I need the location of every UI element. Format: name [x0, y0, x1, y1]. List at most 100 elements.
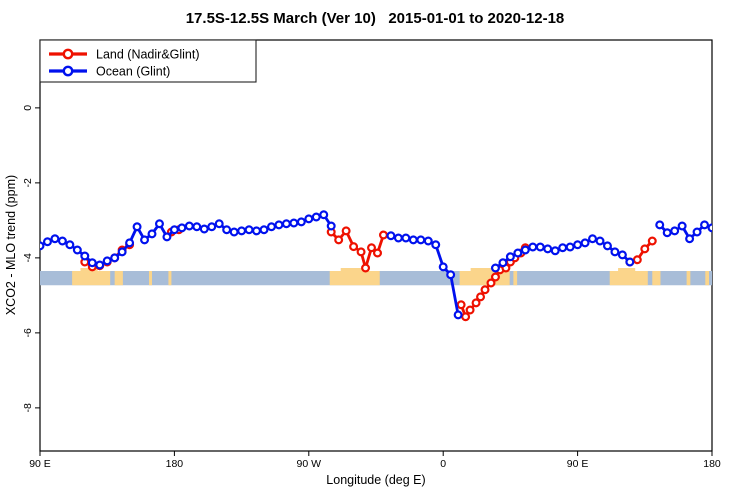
ocean-point: [685, 234, 695, 244]
ocean-point: [550, 246, 560, 256]
ocean-point: [177, 223, 187, 233]
ocean-point: [132, 222, 142, 232]
ocean-point: [304, 214, 314, 224]
ocean-point: [393, 233, 403, 243]
ocean-point: [453, 310, 463, 320]
land-point: [372, 248, 382, 258]
legend-entry-land: Land (Nadir&Glint): [49, 48, 200, 62]
series-layer: [40, 210, 712, 322]
map-band-land: [686, 271, 691, 286]
ocean-point: [207, 222, 217, 232]
map-band-land: [513, 271, 518, 286]
ocean-point: [558, 243, 568, 253]
ocean-point: [595, 236, 605, 246]
x-tick-label: 180: [703, 458, 721, 470]
ocean-legend-point-icon: [62, 65, 74, 77]
x-tick-label: 0: [440, 458, 446, 470]
ocean-point: [438, 262, 448, 272]
legend: Land (Nadir&Glint) Ocean (Glint): [39, 39, 257, 83]
ocean-point: [498, 258, 508, 268]
chart-title: 17.5S-12.5S March (Ver 10) 2015-01-01 to…: [185, 10, 565, 27]
ocean-point: [528, 242, 538, 252]
ocean-point: [259, 225, 269, 235]
ocean-point: [40, 241, 45, 251]
ocean-point: [565, 242, 575, 252]
land-point: [476, 292, 486, 302]
land-point: [480, 285, 490, 295]
land-point: [456, 300, 466, 310]
ocean-point: [110, 253, 120, 263]
ocean-point: [513, 248, 523, 258]
map-band-land: [705, 271, 710, 286]
ocean-point: [520, 245, 530, 255]
ocean-point: [125, 238, 135, 248]
legend-label-land: Land (Nadir&Glint): [96, 48, 200, 62]
ocean-point: [95, 260, 105, 270]
land-point: [349, 242, 359, 252]
ocean-point: [602, 241, 612, 251]
land-point: [461, 312, 471, 322]
ocean-point: [573, 240, 583, 250]
ocean-point: [87, 258, 97, 268]
ocean-point: [244, 225, 254, 235]
ocean-point: [252, 226, 262, 236]
ocean-point: [72, 245, 82, 255]
ocean-point: [692, 227, 702, 237]
map-band-land: [618, 268, 636, 272]
ocean-point: [57, 236, 67, 246]
ocean-point: [670, 226, 680, 236]
land-point: [367, 243, 377, 253]
ocean-point: [192, 222, 202, 232]
land-point: [471, 298, 481, 308]
ocean-point: [543, 244, 553, 254]
ocean-point: [423, 236, 433, 246]
ocean-point: [617, 250, 627, 260]
ocean-point: [677, 221, 687, 231]
ocean-point: [289, 218, 299, 228]
ocean-point: [700, 220, 710, 230]
map-band-land: [470, 268, 494, 272]
ocean-point: [80, 251, 90, 261]
y-tick-label: -8: [22, 403, 34, 412]
ocean-point: [408, 235, 418, 245]
x-tick-label: 90 E: [567, 458, 589, 470]
y-axis-title: XCO2 - MLO trend (ppm): [4, 175, 18, 315]
ocean-point: [154, 219, 164, 229]
map-band-land: [149, 271, 152, 286]
ocean-point: [431, 240, 441, 250]
map-band-land: [168, 271, 172, 286]
land-point: [356, 247, 366, 257]
land-point: [640, 244, 650, 254]
ocean-point: [296, 217, 306, 227]
land-point: [486, 278, 496, 288]
ocean-point: [222, 225, 232, 235]
ocean-point: [102, 256, 112, 266]
land-point: [647, 236, 657, 246]
map-band-land: [652, 271, 661, 286]
ocean-point: [184, 221, 194, 231]
land-point: [632, 255, 642, 265]
legend-entry-ocean: Ocean (Glint): [49, 65, 170, 79]
ocean-point: [281, 219, 291, 229]
y-tick-label: -2: [22, 178, 34, 187]
ocean-point: [147, 229, 157, 239]
ocean-point: [490, 263, 500, 273]
y-tick-label: -6: [22, 328, 34, 337]
ocean-point: [535, 242, 545, 252]
map-band-land: [329, 271, 380, 286]
ocean-point: [446, 270, 456, 280]
ocean-point: [401, 233, 411, 243]
land-point: [334, 235, 344, 245]
ocean-point: [65, 240, 75, 250]
land-point: [361, 263, 371, 273]
ocean-point: [50, 234, 60, 244]
map-band-land: [72, 271, 111, 286]
ocean-point: [162, 232, 172, 242]
ocean-point: [117, 247, 127, 257]
ocean-point: [707, 223, 712, 233]
ocean-point: [580, 238, 590, 248]
x-axis-title: Longitude (deg E): [326, 473, 425, 487]
legend-label-ocean: Ocean (Glint): [96, 65, 170, 79]
